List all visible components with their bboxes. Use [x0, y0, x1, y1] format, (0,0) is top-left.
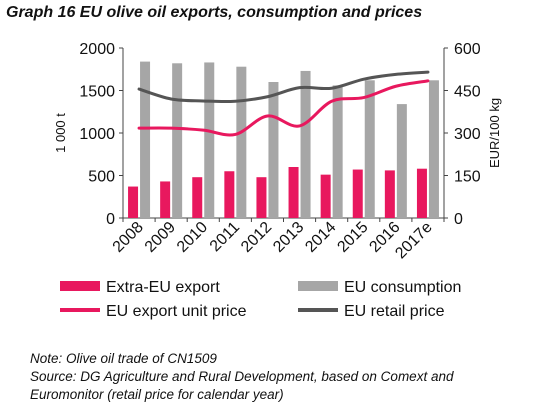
notes: Note: Olive oil trade of CN1509 Source: … — [30, 350, 453, 404]
x-tick-label: 2010 — [174, 219, 211, 256]
bar-extra-eu-export — [256, 177, 267, 218]
x-tick-label: 2015 — [334, 219, 371, 256]
y-right-axis-label: EUR/100 kg — [487, 98, 502, 168]
x-tick-label: 2014 — [302, 219, 339, 256]
bar-extra-eu-export — [384, 170, 395, 218]
legend-extra-eu-export-swatch — [60, 281, 100, 291]
lines — [137, 70, 430, 137]
bar-extra-eu-export — [416, 168, 427, 218]
y-right-tick-label: 0 — [454, 211, 463, 228]
x-tick-label: 2008 — [110, 219, 147, 256]
bar-extra-eu-export — [320, 174, 331, 218]
y-left-tick-label: 1000 — [79, 126, 115, 143]
bar-eu-consumption — [300, 70, 311, 218]
y-right-tick-label: 450 — [454, 84, 481, 101]
bar-eu-consumption — [396, 104, 407, 218]
y-right-tick-label: 150 — [454, 169, 481, 186]
legend-eu-export-unit-price-label: EU export unit price — [106, 303, 247, 320]
bar-extra-eu-export — [128, 186, 139, 218]
bar-eu-consumption — [236, 66, 247, 218]
y-left-tick-label: 500 — [88, 169, 115, 186]
x-tick-label: 2017e — [392, 219, 436, 263]
bar-extra-eu-export — [160, 181, 171, 218]
source-line: Euromonitor (retail price for calendar y… — [30, 387, 284, 402]
bar-extra-eu-export — [288, 167, 299, 218]
legend-extra-eu-export-label: Extra-EU export — [106, 279, 220, 296]
bar-eu-consumption — [332, 85, 343, 219]
x-tick-label: 2009 — [142, 219, 179, 256]
bar-extra-eu-export — [224, 171, 235, 218]
x-tick-label: 2011 — [207, 219, 243, 255]
bar-extra-eu-export — [352, 169, 363, 218]
bar-extra-eu-export — [192, 177, 203, 218]
x-tick-label: 2013 — [270, 219, 307, 256]
bars — [128, 61, 439, 219]
bar-eu-consumption — [140, 61, 151, 218]
bar-eu-consumption — [428, 80, 439, 218]
y-left-tick-label: 1500 — [79, 84, 115, 101]
legend-eu-retail-price-label: EU retail price — [344, 303, 445, 320]
combo-chart: 0 500 1000 1500 2000 0 150 300 450 600 1 000 t EUR/… — [53, 41, 502, 320]
note-line: Note: Olive oil trade of CN1509 — [30, 351, 217, 366]
x-tick-label: 2012 — [238, 219, 275, 256]
bar-eu-consumption — [268, 82, 279, 218]
bar-eu-consumption — [364, 80, 375, 218]
legend-eu-consumption-label: EU consumption — [344, 279, 461, 296]
bar-eu-consumption — [204, 62, 215, 219]
source-line: Source: DG Agriculture and Rural Develop… — [30, 369, 454, 384]
y-right-tick-label: 300 — [454, 126, 481, 143]
bar-eu-consumption — [172, 63, 183, 218]
y-left-tick-label: 0 — [106, 211, 115, 228]
chart-title: Graph 16 EU olive oil exports, consumpti… — [6, 4, 423, 21]
legend: Extra-EU export EU consumption EU export u… — [60, 279, 461, 320]
y-left-tick-label: 2000 — [79, 41, 115, 58]
y-right-tick-label: 600 — [454, 41, 481, 58]
legend-eu-consumption-swatch — [298, 281, 338, 291]
y-left-axis-label: 1 000 t — [53, 113, 68, 153]
line-eu-export-unit-price — [137, 79, 430, 137]
line-eu-retail-price — [137, 70, 430, 104]
